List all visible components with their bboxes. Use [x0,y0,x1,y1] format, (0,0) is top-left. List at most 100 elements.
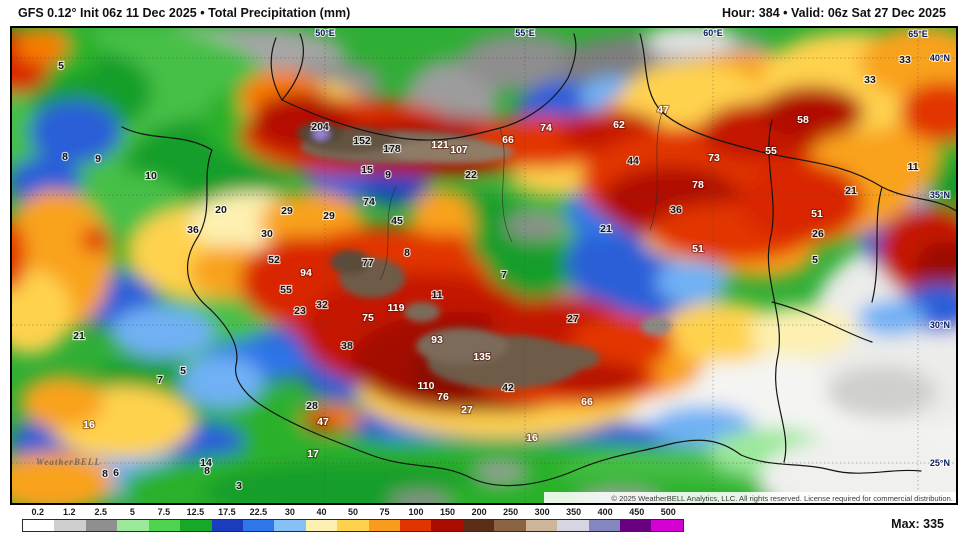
colorbar-segment [557,520,589,531]
map-value-label: 6 [113,467,119,479]
map-value-label: 16 [83,419,95,431]
longitude-label: 60°E [703,28,723,38]
map-value-label: 8 [102,468,108,480]
map-value-label: 58 [797,114,809,126]
copyright-backdrop [544,492,957,504]
colorbar-tick: 100 [408,507,424,517]
colorbar-tick: 350 [566,507,582,517]
map-value-label: 78 [692,179,704,191]
map-value-label: 11 [907,161,918,173]
colorbar-tick: 2.5 [94,507,108,517]
colorbar-tick-labels: 0.2 1.2 2.5 5 7.5 12.5 17.5 22.5 30 40 50 75 100 150 2… [22,507,684,518]
map-canvas: WeatherBELL © 2025 WeatherBELL Analytics… [10,26,958,505]
colorbar-segment [23,520,55,531]
map-value-label: 152 [353,135,371,147]
colorbar-segment [651,520,683,531]
copyright-text: © 2025 WeatherBELL Analytics, LLC. All r… [611,494,953,503]
graticule [12,28,956,504]
valid-value: 06z Sat 27 Dec 2025 [827,6,946,20]
map-value-label: 94 [300,267,312,279]
map-value-label: 5 [812,254,818,266]
longitude-label: 50°E [315,28,335,38]
colorbar-segment [117,520,149,531]
latitude-label: 40°N [930,53,950,63]
valid-time-title: Hour: 384 • Valid: 06z Sat 27 Dec 2025 [721,6,946,20]
map-value-label: 21 [845,185,857,197]
precip-max-cores [297,122,671,389]
colorbar-segment [85,520,118,531]
map-value-label: 51 [692,243,704,255]
colorbar-segment [274,520,306,531]
model-name: GFS 0.12° [18,6,77,20]
map-value-label: 62 [613,119,625,131]
colorbar-tick: 75 [379,507,390,517]
map-value-label: 5 [180,365,186,377]
interior-borders [379,111,663,281]
colorbar-segment [305,520,338,531]
map-value-label: 66 [581,396,593,408]
colorbar-tick: 150 [440,507,456,517]
colorbar-segment [431,520,463,531]
map-value-label: 15 [361,164,373,176]
map-value-label: 55 [280,284,292,296]
map-value-label: 22 [465,169,477,181]
map-value-label: 121 [431,139,449,151]
max-value: 335 [923,517,944,531]
colorbar-segment [462,520,495,531]
colorbar-segment [211,520,243,531]
init-time: Init 06z 11 Dec 2025 [79,6,197,20]
map-value-label: 27 [567,313,579,325]
colorbar-tick: 400 [597,507,613,517]
colorbar-segment [180,520,212,531]
colorbar-tick: 5 [129,507,135,517]
map-value-label: 47 [657,104,669,116]
map-value-label: 77 [362,257,374,269]
map-value-label: 29 [281,205,293,217]
title-separator: • [200,6,205,20]
longitude-label: 65°E [908,29,928,39]
colorbar-segment [368,520,401,531]
colorbar-segment [494,520,526,531]
map-value-label: 33 [864,74,876,86]
colorbar-tick: 40 [316,507,327,517]
map-value-label: 16 [526,432,538,444]
colorbar-tick: 50 [347,507,359,517]
colorbar-tick: 200 [471,507,487,517]
valid-label: Valid [791,6,821,20]
map-value-label: 7 [501,269,507,281]
map-value-label: 20 [215,204,227,216]
map-value-label: 76 [437,391,449,403]
latitude-label: 35°N [930,190,950,200]
title-bar: GFS 0.12° Init 06z 11 Dec 2025 • Total P… [0,0,960,26]
colorbar-segment [525,520,558,531]
colorbar-segment [400,520,432,531]
latitude-label: 25°N [930,458,950,468]
map-value-label: 107 [450,144,468,156]
map-frame [10,26,958,505]
map-value-label: 30 [261,228,273,240]
precip-shading: WeatherBELL © 2025 WeatherBELL Analytics… [11,27,957,504]
map-value-label: 10 [145,170,157,182]
max-value-readout: Max: 335 [891,517,944,531]
weatherbell-watermark: WeatherBELL [36,457,101,467]
map-value-label: 29 [323,210,335,222]
colorbar-segment [620,520,652,531]
map-value-label: 9 [385,169,391,181]
colorbar-tick: 30 [284,507,295,517]
map-value-label: 42 [502,382,514,394]
map-value-label: 33 [899,54,911,66]
map-value-label: 5 [58,60,64,72]
colorbar-tick: 250 [503,507,519,517]
map-value-label: 74 [540,122,552,134]
colorbar-segment [148,520,181,531]
colorbar [22,519,684,532]
map-value-label: 119 [388,302,405,314]
map-value-label: 32 [316,299,328,311]
map-value-label: 47 [317,416,329,428]
latitude-label: 30°N [930,320,950,330]
map-value-label: 17 [307,448,319,460]
coastlines-borders [121,33,957,487]
map-value-label: 7 [157,374,163,386]
graticule-labels: 50°E 55°E 60°E 65°E 40°N 35°N 30°N 25°N [314,27,951,469]
map-value-label: 23 [294,305,306,317]
